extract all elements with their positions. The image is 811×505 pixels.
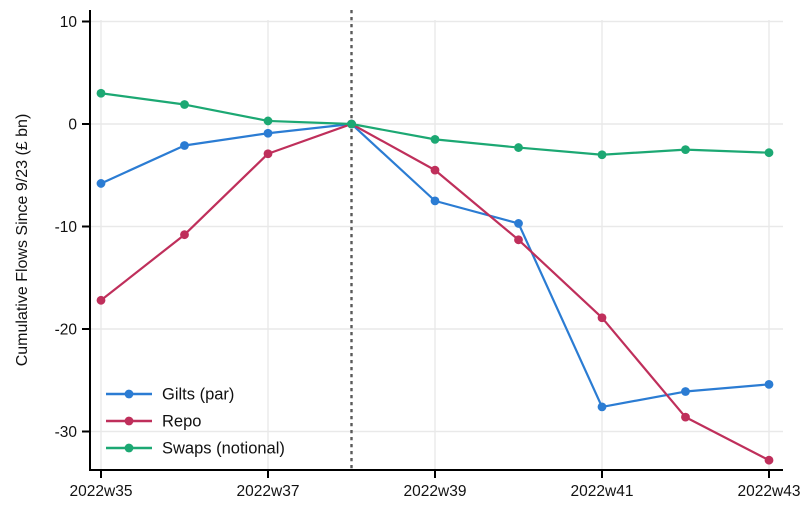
legend-label: Gilts (par) [162, 386, 234, 404]
data-point-swaps-notional [681, 145, 690, 155]
y-tick-label: -20 [55, 322, 78, 339]
x-tick-label: 2022w37 [237, 483, 300, 500]
data-point-repo [430, 165, 440, 175]
x-tick-label: 2022w43 [738, 483, 801, 500]
data-point-swaps-notional [347, 119, 356, 129]
data-point-gilts-par [96, 179, 106, 188]
data-point-repo [597, 313, 607, 323]
legend-item-gilts-par: Gilts (par) [106, 386, 234, 404]
data-point-swaps-notional [96, 88, 106, 98]
data-point-swaps-notional [597, 150, 607, 160]
legend-marker-dot [124, 443, 134, 453]
data-point-swaps-notional [764, 148, 774, 158]
data-point-gilts-par [514, 219, 523, 228]
data-point-gilts-par [430, 196, 440, 206]
data-point-gilts-par [764, 379, 774, 389]
data-point-swaps-notional [180, 100, 189, 109]
data-point-swaps-notional [514, 143, 523, 152]
data-point-swaps-notional [430, 134, 440, 144]
data-point-repo [514, 235, 523, 245]
data-point-repo [96, 295, 106, 305]
data-point-repo [180, 230, 189, 240]
legend: Gilts (par) Repo Swaps (notional) [106, 386, 285, 458]
y-tick-label: -30 [55, 424, 78, 441]
x-tick-label: 2022w39 [404, 483, 467, 500]
legend-label: Swaps (notional) [162, 440, 285, 458]
legend-marker-dot [124, 389, 134, 399]
legend-label: Repo [162, 413, 201, 431]
data-point-repo [263, 149, 273, 159]
x-tick-label: 2022w41 [571, 483, 634, 500]
x-tick-label: 2022w35 [70, 483, 133, 500]
y-tick-label: 10 [60, 14, 78, 31]
legend-marker-dot [124, 416, 134, 426]
data-point-swaps-notional [263, 116, 273, 126]
data-point-repo [764, 455, 774, 465]
y-axis-title: Cumulative Flows Since 9/23 (£ bn) [14, 114, 31, 367]
series-swaps-notional [96, 88, 774, 160]
legend-item-repo: Repo [106, 413, 201, 431]
data-point-gilts-par [180, 141, 189, 150]
data-point-gilts-par [263, 128, 273, 138]
legend-item-swaps-notional: Swaps (notional) [106, 440, 285, 458]
data-point-gilts-par [597, 402, 607, 412]
y-tick-label: -10 [55, 219, 78, 236]
data-point-repo [681, 412, 690, 422]
y-tick-label: 0 [68, 117, 77, 134]
data-point-gilts-par [681, 387, 690, 396]
